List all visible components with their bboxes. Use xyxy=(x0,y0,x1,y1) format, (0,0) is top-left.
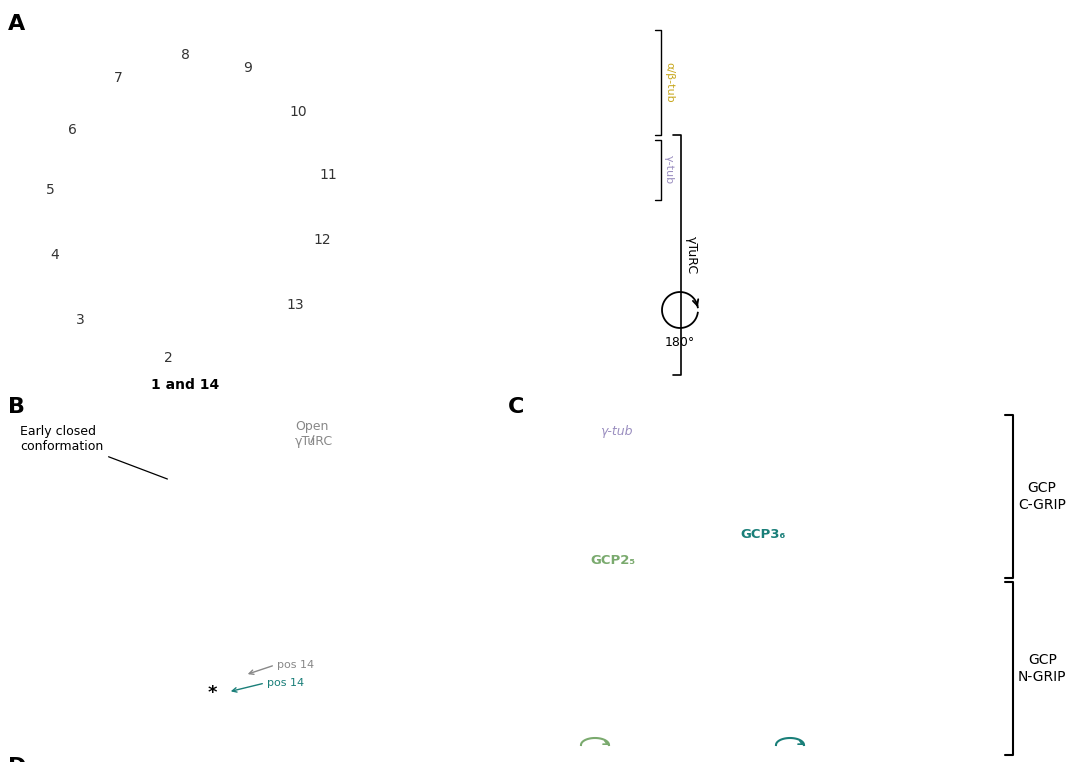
Text: GCP
N-GRIP: GCP N-GRIP xyxy=(1018,653,1067,684)
Text: pos 14: pos 14 xyxy=(267,678,305,688)
Text: γ-tub: γ-tub xyxy=(664,155,674,184)
Text: A: A xyxy=(8,14,25,34)
Text: 4: 4 xyxy=(51,248,59,262)
Text: GCP3₆: GCP3₆ xyxy=(740,529,785,542)
Text: C: C xyxy=(508,397,525,417)
Text: α/β-tub: α/β-tub xyxy=(664,62,674,103)
Text: 12: 12 xyxy=(313,233,330,247)
Text: γ-tub: γ-tub xyxy=(600,425,633,438)
Text: γTuRC: γTuRC xyxy=(685,236,698,274)
Text: 180°: 180° xyxy=(665,336,696,349)
Text: B: B xyxy=(8,397,25,417)
Text: 6: 6 xyxy=(68,123,77,137)
Text: 3: 3 xyxy=(76,313,84,327)
Text: 11: 11 xyxy=(319,168,337,182)
Text: GCP
C-GRIP: GCP C-GRIP xyxy=(1018,482,1066,511)
Text: 8: 8 xyxy=(180,48,189,62)
Text: Open
γTuRC: Open γTuRC xyxy=(295,420,333,448)
Text: pos 14: pos 14 xyxy=(276,660,314,670)
Text: Early closed
conformation: Early closed conformation xyxy=(21,425,167,479)
Text: 1 and 14: 1 and 14 xyxy=(151,378,219,392)
Text: D: D xyxy=(8,757,26,762)
Text: 7: 7 xyxy=(113,71,122,85)
Text: 13: 13 xyxy=(286,298,303,312)
Text: *: * xyxy=(207,684,217,702)
Text: 10: 10 xyxy=(289,105,307,119)
Text: 2: 2 xyxy=(164,351,173,365)
Text: 5: 5 xyxy=(45,183,54,197)
Text: GCP2₅: GCP2₅ xyxy=(590,553,635,566)
Text: 9: 9 xyxy=(244,61,253,75)
